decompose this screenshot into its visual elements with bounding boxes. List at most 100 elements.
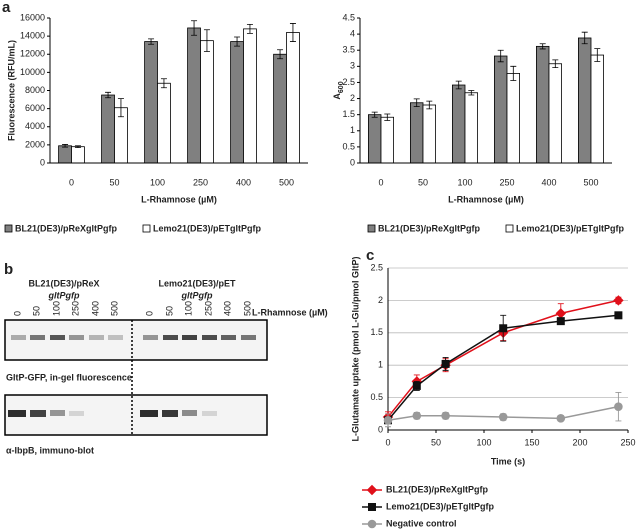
y-tick-label: 2.5: [342, 77, 355, 87]
marker: [441, 359, 450, 368]
blot-caption: α-IbpB, immuno-blot: [6, 445, 94, 455]
error-bar: [62, 144, 69, 148]
lane-label: 50: [164, 306, 174, 316]
error-bar: [160, 78, 167, 89]
error-bar: [246, 23, 253, 34]
x-tick-label: 400: [236, 177, 251, 187]
error-bar: [497, 49, 504, 63]
bar: [101, 94, 115, 164]
panel-label: b: [4, 261, 13, 278]
band: [163, 335, 178, 340]
legend-label: Lemo21(DE3)/pETgltPgfp: [153, 223, 262, 233]
marker: [441, 411, 450, 421]
lane-label: 100: [183, 301, 193, 316]
bar: [464, 92, 479, 164]
lane-label: 250: [203, 301, 213, 316]
lane-label: 100: [51, 301, 61, 316]
bar: [548, 63, 563, 164]
band: [30, 410, 46, 417]
y-axis-label: L-Glutamate uptake (pmol L-Glu/pmol GltP…: [350, 256, 360, 441]
bar: [590, 54, 605, 164]
x-tick-label: 50: [431, 437, 441, 447]
legend-label: Lemo21(DE3)/pETgltPgfp: [516, 223, 625, 233]
y-tick-label: 3.5: [342, 45, 355, 55]
bar: [273, 53, 287, 164]
x-tick-label: 150: [524, 437, 539, 447]
marker: [499, 324, 508, 333]
bar: [380, 116, 395, 164]
legend-label: BL21(DE3)/pReXgltPgfp: [378, 223, 481, 233]
band: [8, 410, 26, 417]
x-tick-label: 250: [499, 177, 514, 187]
lane-label: 0: [12, 311, 22, 316]
marker: [614, 402, 623, 411]
legend-label: Lemo21(DE3)/pETgltPgfp: [386, 501, 495, 511]
legend-label: BL21(DE3)/pReXgltPgfp: [386, 484, 489, 494]
strain-label: BL21(DE3)/pReX: [28, 278, 99, 288]
bar: [187, 27, 201, 164]
x-tick-label: 500: [583, 177, 598, 187]
marker: [412, 411, 422, 421]
error-bar: [413, 98, 420, 108]
error-bar: [234, 36, 241, 47]
error-bar: [371, 111, 378, 118]
lane-label: 400: [90, 301, 100, 316]
x-tick-label: 500: [279, 177, 294, 187]
band: [50, 410, 65, 416]
construct-label: gltPgfp: [181, 290, 213, 300]
y-tick-label: 4.5: [342, 12, 355, 22]
marker: [556, 317, 565, 326]
band: [221, 335, 236, 340]
y-axis-label: Fluorescence (RFU/mL): [6, 40, 16, 141]
y-tick-label: 12000: [20, 49, 45, 59]
error-bar: [384, 113, 391, 121]
band: [69, 411, 84, 416]
x-tick-label: 400: [541, 177, 556, 187]
blot-caption: GltP-GFP, in-gel fluorescence: [6, 372, 132, 382]
y-tick-label: 2: [350, 93, 355, 103]
lane-label: 400: [222, 301, 232, 316]
lane-label: 500: [109, 301, 119, 316]
gel-panel: BL21(DE3)/pReX gltPgfp Lemo21(DE3)/pET g…: [4, 278, 328, 455]
error-bar: [203, 29, 210, 52]
strain-label: Lemo21(DE3)/pET: [158, 278, 236, 288]
legend-swatch: [505, 224, 514, 233]
x-tick-label: 100: [457, 177, 472, 187]
blot-image: [4, 394, 268, 436]
error-bar: [105, 91, 112, 99]
bar: [243, 28, 257, 164]
legend-swatch: [4, 224, 13, 233]
band: [143, 335, 158, 340]
bar: [451, 84, 466, 164]
band: [202, 411, 217, 416]
lane-label: 50: [31, 306, 41, 316]
band: [241, 335, 256, 340]
bar: [286, 32, 300, 164]
bar: [58, 145, 72, 164]
y-tick-label: 0: [378, 424, 383, 434]
y-tick-label: 2: [378, 295, 383, 305]
y-tick-label: 3: [350, 61, 355, 71]
x-tick-label: 0: [69, 177, 74, 187]
band: [50, 335, 65, 340]
y-tick-label: 0.5: [342, 141, 355, 151]
series-line: [387, 299, 619, 418]
bar: [422, 104, 437, 164]
x-tick-label: 50: [109, 177, 119, 187]
panel-label: a: [2, 0, 11, 16]
legend-label: Negative control: [386, 518, 457, 528]
series-line: [387, 314, 619, 421]
bands: [8, 335, 256, 417]
marker: [498, 412, 508, 422]
y-tick-label: 1.5: [342, 109, 355, 119]
lane-label: 250: [70, 301, 80, 316]
y-tick-label: 10000: [20, 67, 45, 77]
x-tick-label: 0: [385, 437, 390, 447]
error-bar: [426, 100, 433, 110]
x-tick-label: 50: [418, 177, 428, 187]
legend-swatch: [142, 224, 151, 233]
bar: [230, 41, 244, 164]
y-tick-label: 0: [350, 157, 355, 167]
y-tick-label: 1.5: [370, 327, 383, 337]
band: [69, 335, 84, 340]
